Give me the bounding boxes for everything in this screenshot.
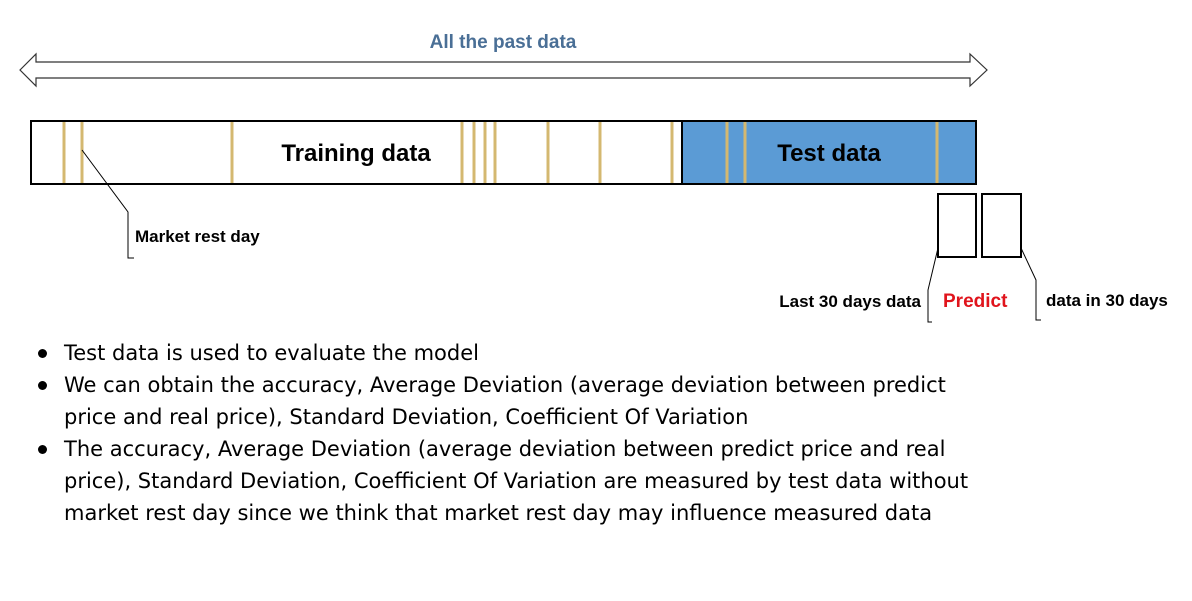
bullet-item: We can obtain the accuracy, Average Devi… xyxy=(34,369,984,433)
last-30-days-label: Last 30 days data xyxy=(779,292,921,311)
training-data-bar xyxy=(30,120,683,185)
bullet-text: We can obtain the accuracy, Average Devi… xyxy=(64,373,946,429)
all-past-data-arrow xyxy=(19,52,988,88)
bullet-dot-icon xyxy=(38,445,47,454)
explanation-bullet-list: Test data is used to evaluate the model … xyxy=(34,337,984,529)
all-past-data-label: All the past data xyxy=(430,32,577,53)
data-in-30-days-label: data in 30 days xyxy=(1046,291,1168,310)
training-data-label: Training data xyxy=(281,140,431,167)
bullet-dot-icon xyxy=(38,381,47,390)
test-data-bar xyxy=(681,120,977,185)
bullet-text: The accuracy, Average Deviation (average… xyxy=(64,437,969,525)
last-30-days-callout-line xyxy=(927,247,939,323)
bullet-dot-icon xyxy=(38,349,47,358)
market-rest-day-callout-line xyxy=(81,149,134,259)
data-split-diagram: All the past data Training data Test dat… xyxy=(19,32,1168,323)
bullet-item: Test data is used to evaluate the model xyxy=(34,337,984,369)
next-30-days-box xyxy=(981,193,1022,258)
predict-label: Predict xyxy=(943,291,1008,312)
last-30-days-box xyxy=(937,193,977,258)
market-rest-day-label: Market rest day xyxy=(135,227,260,246)
market-rest-day-lines xyxy=(62,122,939,183)
bullet-item: The accuracy, Average Deviation (average… xyxy=(34,433,984,529)
test-data-label: Test data xyxy=(777,140,881,167)
next-30-days-callout-line xyxy=(1020,247,1041,321)
bullet-text: Test data is used to evaluate the model xyxy=(64,341,479,365)
